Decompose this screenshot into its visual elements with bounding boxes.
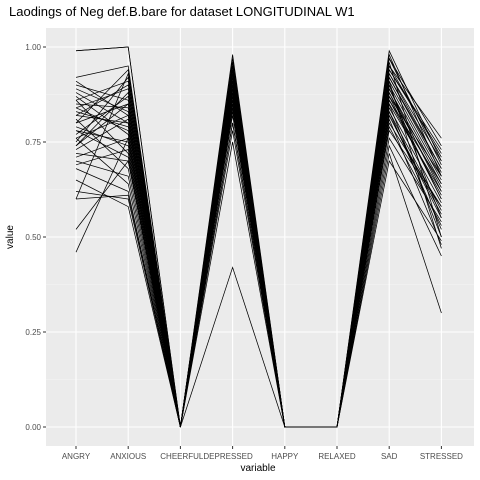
series-line — [75, 72, 442, 428]
y-axis: 0.00 0.25 0.50 0.75 1.00 — [25, 43, 46, 432]
x-tick-label: CHEERFULDEPRESSED — [160, 452, 253, 461]
y-tick-label: 0.00 — [25, 423, 41, 432]
series-line — [75, 80, 442, 428]
x-axis: ANGRY ANXIOUS CHEERFULDEPRESSED HAPPY RELAXE… — [62, 446, 463, 461]
series-line — [75, 122, 442, 428]
series-lines — [75, 46, 442, 428]
series-line — [75, 92, 442, 428]
x-tick-label: RELAXED — [318, 452, 356, 461]
y-tick-label: 0.75 — [25, 138, 41, 147]
x-tick-label: STRESSED — [420, 452, 463, 461]
series-line — [75, 129, 442, 428]
y-tick-label: 0.50 — [25, 233, 41, 242]
x-tick-label: SAD — [381, 452, 398, 461]
x-axis-title: variable — [240, 463, 275, 474]
x-tick-label: ANGRY — [62, 452, 91, 461]
y-tick-label: 0.25 — [25, 328, 41, 337]
x-tick-label: HAPPY — [271, 452, 299, 461]
y-tick-label: 1.00 — [25, 43, 41, 52]
chart-title: Laodings of Neg def.B.bare for dataset L… — [9, 4, 355, 19]
series-line — [75, 130, 442, 428]
series-line — [75, 103, 442, 428]
series-line — [75, 69, 442, 428]
x-tick-label: ANXIOUS — [110, 452, 146, 461]
y-axis-title: value — [5, 225, 16, 249]
